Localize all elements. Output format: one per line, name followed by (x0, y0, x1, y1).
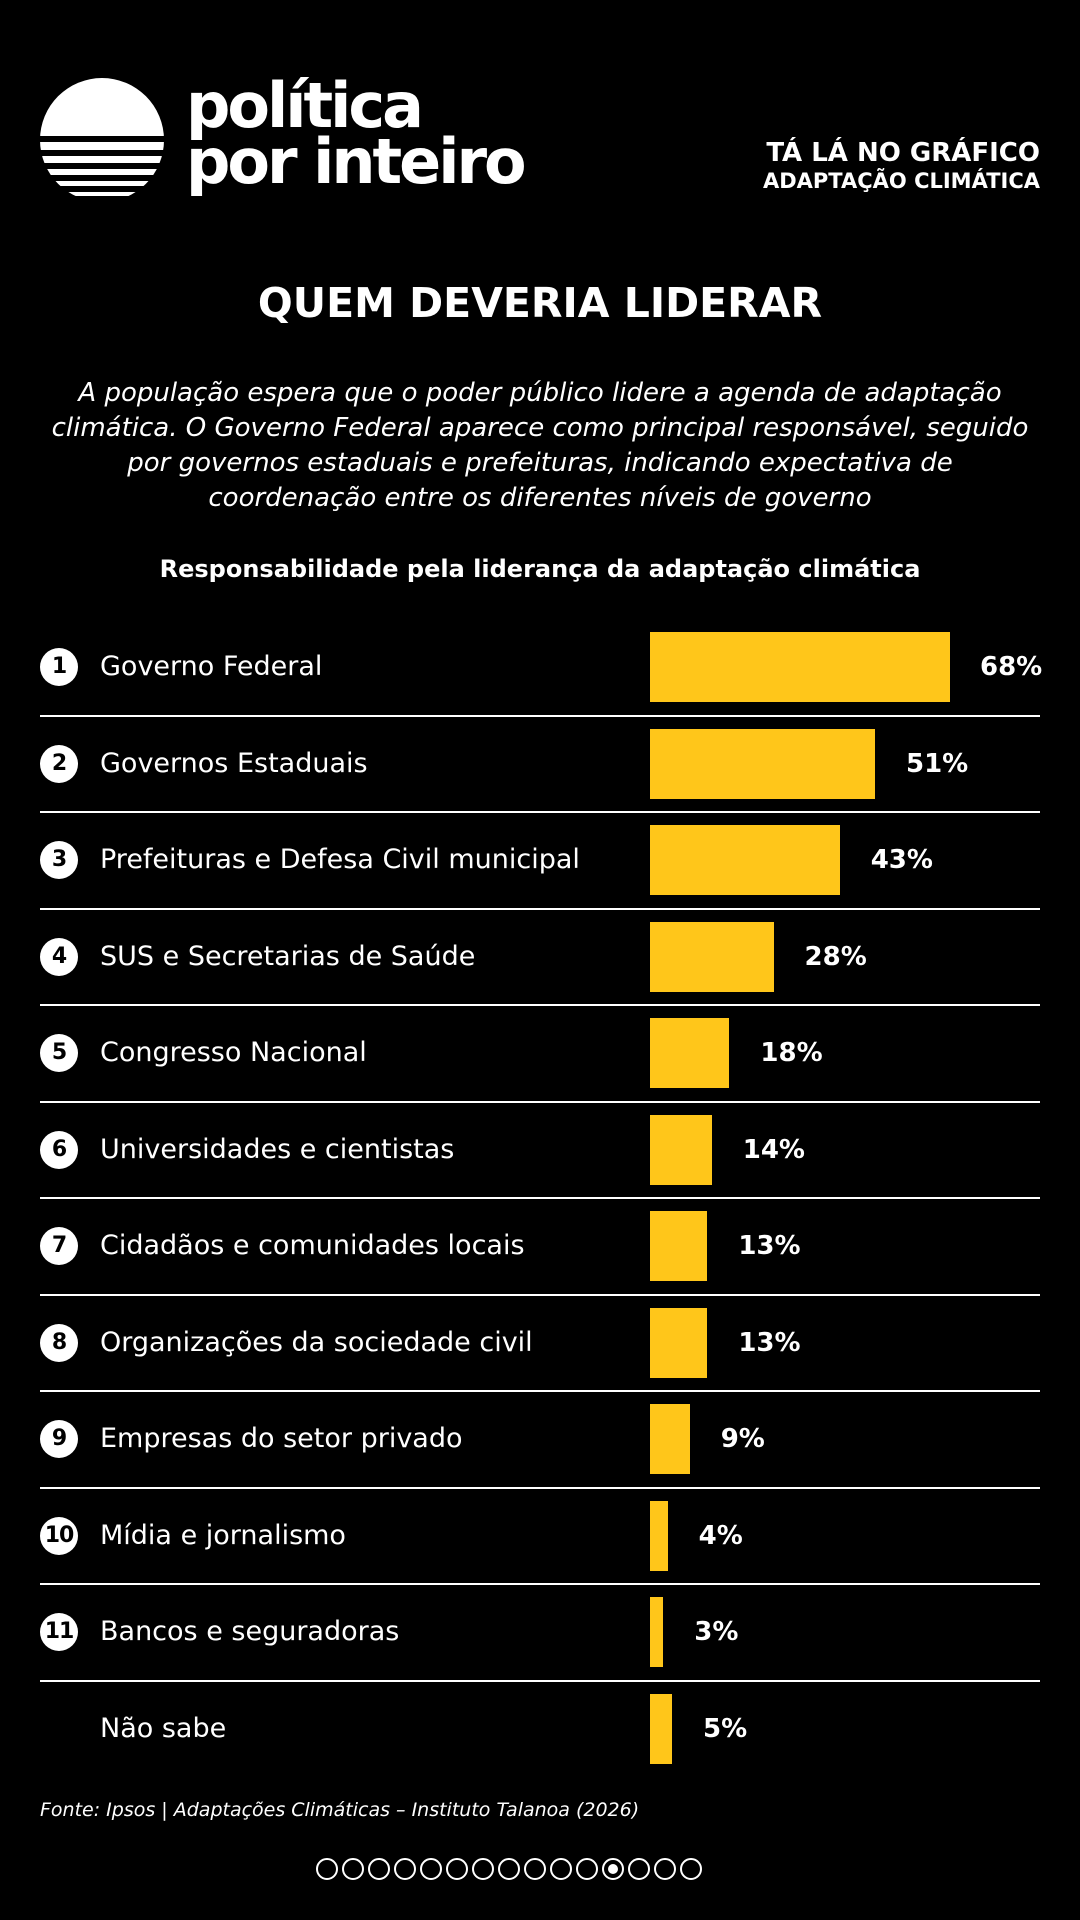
value-label: 28% (804, 941, 867, 972)
pager-dot[interactable] (550, 1858, 572, 1880)
chart-row: 10 Mídia e jornalismo 4% (40, 1489, 1040, 1585)
rank-badge: 8 (40, 1323, 78, 1362)
pager-dot[interactable] (524, 1858, 546, 1880)
bar (650, 632, 950, 702)
bar (650, 728, 875, 799)
chart-row: 9 Empresas do setor privado 9% (40, 1392, 1040, 1489)
pager-dot[interactable] (680, 1858, 702, 1880)
bar (650, 921, 774, 992)
chart-row: 1 Governo Federal 68% (40, 620, 1043, 717)
value-label: 68% (980, 652, 1043, 682)
rank-badge: 10 (40, 1516, 78, 1555)
pager-dot[interactable] (576, 1858, 598, 1880)
pager-dot[interactable] (316, 1858, 338, 1880)
brand-line-2: por inteiro (186, 125, 527, 198)
category-label: Empresas do setor privado (100, 1423, 463, 1454)
rank-badge: 5 (40, 1034, 78, 1072)
category-label: SUS e Secretarias de Saúde (100, 940, 476, 972)
chart-title: Responsabilidade pela liderança da adapt… (159, 555, 921, 583)
chart-row: 4 SUS e Secretarias de Saúde 28% (40, 910, 1040, 1006)
rank-badge: 1 (40, 648, 78, 686)
chart-row: 7 Cidadãos e comunidades locais 13% (40, 1199, 1040, 1296)
rank-badge: 7 (40, 1227, 78, 1265)
bar (650, 1597, 664, 1667)
bar (650, 1500, 668, 1571)
bar-chart: 1 Governo Federal 68% 2 Governos Estaduais 51… (40, 620, 1043, 1777)
pager-dot[interactable] (628, 1858, 650, 1880)
category-label: Não sabe (100, 1712, 227, 1744)
chart-row: 5 Congresso Nacional 18% (40, 1006, 1040, 1103)
rank-badge: 9 (40, 1420, 78, 1458)
category-label: Governos Estaduais (100, 747, 368, 779)
bar (650, 1114, 712, 1185)
category-label: Universidades e cientistas (100, 1133, 455, 1165)
series-tag-line-2: ADAPTAÇÃO CLIMÁTICA (762, 169, 1040, 193)
chart-row: 3 Prefeituras e Defesa Civil municipal 43% (40, 813, 1040, 910)
value-label: 5% (703, 1713, 748, 1744)
rank-badge: 6 (40, 1130, 78, 1169)
bar (650, 1018, 730, 1088)
category-label: Organizações da sociedade civil (100, 1326, 533, 1358)
source-note: Fonte: Ipsos | Adaptações Climáticas – I… (40, 1799, 640, 1821)
chart-row: 2 Governos Estaduais 51% (40, 717, 1040, 813)
category-label: Mídia e jornalismo (100, 1519, 346, 1551)
rank-badge: 11 (40, 1613, 78, 1651)
rank-badge: 4 (40, 937, 78, 976)
rank-badge: 3 (40, 841, 78, 879)
chart-row: Não sabe 5% (40, 1682, 1040, 1777)
bar (650, 1404, 690, 1474)
value-label: 13% (738, 1231, 801, 1261)
page-title: QUEM DEVERIA LIDERAR (257, 279, 823, 327)
brand-wordmark: política por inteiro (186, 69, 527, 198)
pager-dot[interactable] (368, 1858, 390, 1880)
pager-dot[interactable] (342, 1858, 364, 1880)
bar (650, 1307, 708, 1378)
value-label: 51% (906, 748, 969, 779)
series-tag-line-1: TÁ LÁ NO GRÁFICO (766, 138, 1040, 168)
category-label: Bancos e seguradoras (100, 1616, 400, 1647)
category-label: Congresso Nacional (100, 1037, 367, 1068)
category-label: Prefeituras e Defesa Civil municipal (100, 844, 580, 875)
rank-badge: 2 (40, 744, 78, 783)
brand-logo-icon (40, 78, 164, 196)
chart-row: 8 Organizações da sociedade civil 13% (40, 1296, 1040, 1392)
value-label: 3% (694, 1617, 739, 1647)
value-label: 13% (738, 1327, 801, 1358)
bar (650, 1693, 673, 1764)
value-label: 9% (720, 1424, 765, 1454)
brand-line-1: política (186, 69, 424, 142)
carousel-pager (316, 1856, 764, 1882)
value-label: 18% (760, 1038, 823, 1068)
lead-paragraph: A população espera que o poder público l… (51, 378, 1029, 513)
bar (650, 825, 840, 895)
pager-dot[interactable] (446, 1858, 468, 1880)
category-label: Governo Federal (100, 651, 323, 682)
value-label: 4% (698, 1520, 743, 1551)
pager-dot-active[interactable] (602, 1858, 624, 1880)
value-label: 14% (742, 1134, 805, 1165)
pager-dot[interactable] (394, 1858, 416, 1880)
series-tag: TÁ LÁ NO GRÁFICO ADAPTAÇÃO CLIMÁTICA (763, 138, 1040, 194)
bar (650, 1211, 708, 1281)
pager-dot[interactable] (654, 1858, 676, 1880)
pager-dot[interactable] (472, 1858, 494, 1880)
pager-dot[interactable] (498, 1858, 520, 1880)
pager-dot[interactable] (420, 1858, 442, 1880)
chart-row: 11 Bancos e seguradoras 3% (40, 1585, 1040, 1682)
category-label: Cidadãos e comunidades locais (100, 1230, 525, 1261)
chart-row: 6 Universidades e cientistas 14% (40, 1103, 1040, 1199)
value-label: 43% (870, 845, 933, 875)
